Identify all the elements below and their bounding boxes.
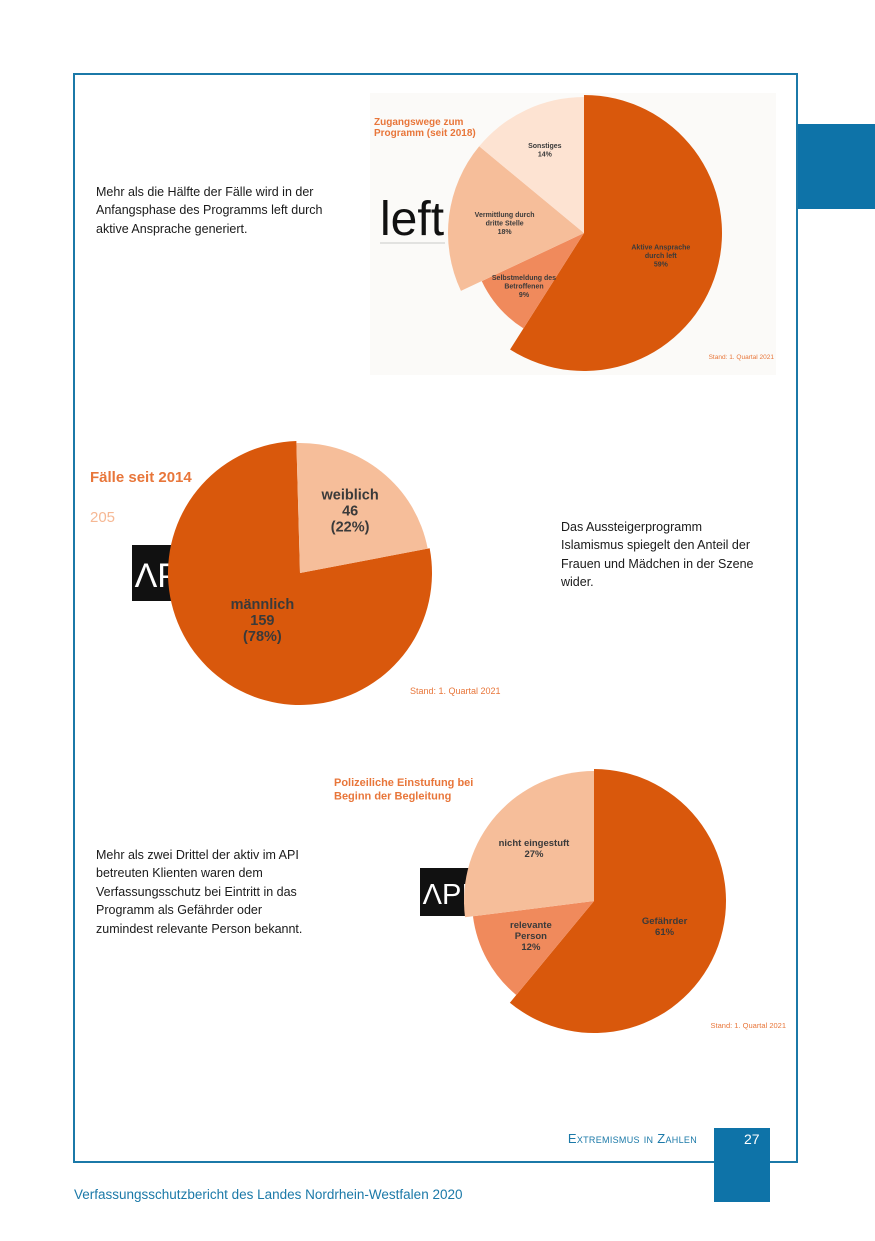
pie-slice	[510, 95, 722, 371]
api-caption: Das Aussteigerprogramm Islamismus spiege…	[561, 520, 754, 590]
page-number-box	[714, 1128, 770, 1202]
slice-label: Sonstiges 14%	[528, 143, 562, 159]
chart-left-access-routes: Zugangswege zum Programm (seit 2018) left…	[370, 93, 776, 375]
chart-title-line: Polizeiliche Einstufung bei	[334, 777, 473, 789]
chart-title: Fälle seit 2014	[90, 469, 192, 486]
page-frame	[73, 73, 798, 1163]
left-logo: left	[380, 193, 444, 246]
chart-total: 205	[90, 509, 115, 526]
chart-title-line: Programm (seit 2018)	[374, 128, 476, 139]
section-title: Extremismus in Zahlen	[567, 1131, 697, 1146]
slice-label: weiblich 46 (22%)	[321, 488, 379, 536]
pie-slice	[168, 441, 433, 705]
api-logo-box	[420, 868, 472, 916]
api-logo: ΛPI	[420, 868, 472, 916]
chart-stand-note: Stand: 1. Quartal 2021	[709, 354, 775, 361]
chart-title-line: Zugangswege zum	[374, 117, 464, 128]
police-caption: Mehr als zwei Drittel der aktiv im API b…	[96, 848, 303, 936]
slice-label: nicht eingestuft 27%	[499, 838, 571, 860]
chart-stand-note: Stand: 1. Quartal 2021	[410, 686, 501, 696]
slice-label: relevante Person 12%	[510, 920, 552, 953]
side-tab-marker	[798, 124, 875, 209]
chart-police-classification: Polizeiliche Einstufung bei Beginn der Be…	[330, 768, 790, 1038]
pie-slice	[464, 771, 594, 918]
pie-slice	[448, 146, 584, 291]
chart-api-gender: Fälle seit 2014 205 ΛPI männlich 159 (78%)…	[84, 440, 534, 710]
pie-slice	[296, 443, 428, 573]
api-logo-text: ΛPI	[423, 879, 470, 911]
page-number: 27	[744, 1131, 760, 1147]
chart-stand-note: Stand: 1. Quartal 2021	[711, 1021, 786, 1030]
pie-slice	[479, 97, 584, 233]
slice-label: Gefährder 61%	[642, 916, 688, 938]
pie-slice	[481, 233, 584, 329]
chart-title: Polizeiliche Einstufung bei Beginn der Be…	[334, 777, 473, 803]
left-caption: Mehr als die Hälfte der Fälle wird in de…	[96, 185, 323, 236]
pie-slice	[509, 769, 726, 1033]
slice-label: Vermittlung durch dritte Stelle 18%	[475, 212, 535, 236]
slice-label: männlich 159 (78%)	[231, 597, 295, 645]
pie-slice	[472, 901, 594, 996]
slice-label: Selbstmeldung des Betroffenen 9%	[492, 275, 556, 299]
slice-label: Aktive Ansprache durch left 59%	[631, 244, 690, 268]
chart-title-line: Beginn der Begleitung	[334, 791, 451, 803]
report-title: Verfassungsschutzbericht des Landes Nord…	[74, 1187, 463, 1202]
